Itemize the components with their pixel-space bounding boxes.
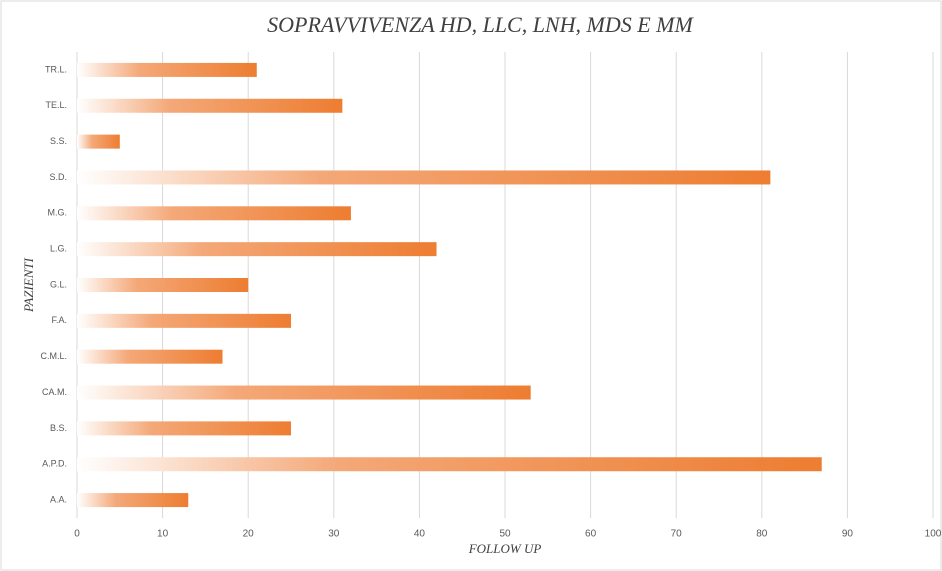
bar <box>77 313 291 328</box>
y-tick-label: M.G. <box>48 208 68 218</box>
bar <box>77 170 771 185</box>
bar <box>77 62 257 77</box>
y-tick-label: C.M.L. <box>40 351 67 361</box>
x-tick-label: 80 <box>756 529 768 540</box>
y-tick-label: G.L. <box>50 279 67 289</box>
bar <box>77 493 189 508</box>
bar <box>77 421 291 436</box>
x-tick-label: 90 <box>842 529 854 540</box>
x-tick-label: 50 <box>499 529 511 540</box>
x-tick-label: 40 <box>414 529 426 540</box>
bar <box>77 278 249 292</box>
y-tick-label: TE.L. <box>45 100 67 110</box>
y-tick-label: A.P.D. <box>42 459 67 469</box>
x-tick-label: 60 <box>585 529 597 540</box>
y-tick-label: CA.M. <box>42 387 67 397</box>
x-tick-label: 70 <box>671 529 683 540</box>
x-tick-label: 20 <box>243 529 255 540</box>
y-tick-label: A.A. <box>50 494 67 504</box>
y-tick-label: F.A. <box>51 315 67 325</box>
y-tick-label: L.G. <box>50 244 67 254</box>
x-tick-label: 100 <box>925 529 942 540</box>
chart-title: SOPRAVVIVENZA HD, LLC, LNH, MDS E MM <box>267 12 694 37</box>
bar <box>77 134 120 149</box>
bar <box>77 385 531 400</box>
y-axis-label: PAZIENTI <box>21 257 36 313</box>
y-tick-label: S.D. <box>49 172 67 182</box>
x-axis-label: FOLLOW UP <box>468 541 542 556</box>
y-tick-label: B.S. <box>50 423 67 433</box>
bar <box>77 457 822 472</box>
y-tick-label: TR.L. <box>45 64 67 74</box>
x-tick-label: 10 <box>157 529 169 540</box>
y-tick-label: S.S. <box>50 136 67 146</box>
bar <box>77 206 351 221</box>
x-tick-label: 30 <box>328 529 340 540</box>
bar <box>77 349 223 364</box>
bar <box>77 242 437 257</box>
x-tick-label: 0 <box>74 529 80 540</box>
bar <box>77 98 343 113</box>
